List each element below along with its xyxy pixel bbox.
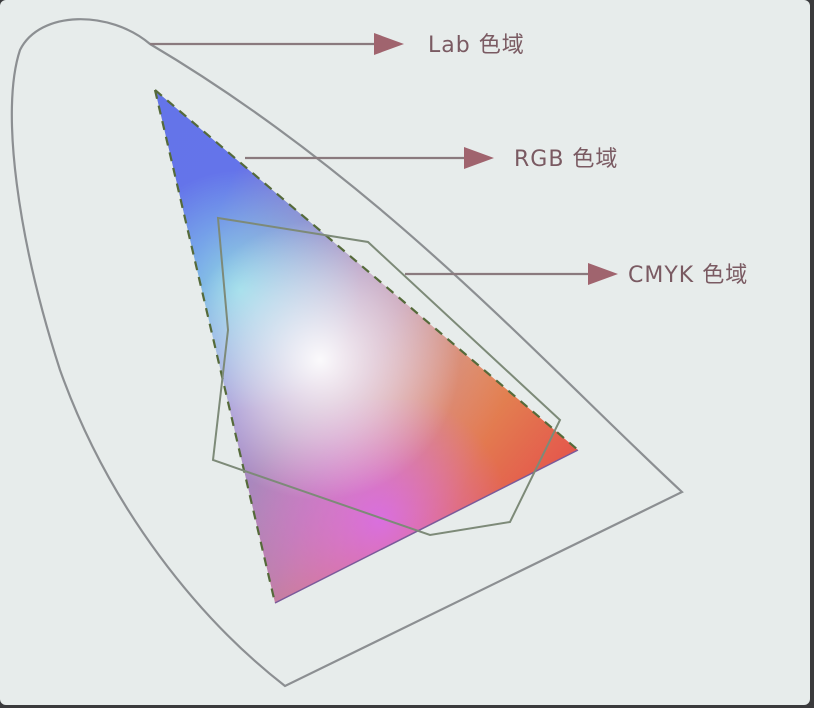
rgb-gamut-edge-left: [153, 89, 277, 604]
lab-gamut-outline: [10, 18, 684, 688]
arrow-right-icon: [588, 263, 618, 285]
arrow-right-icon: [374, 33, 404, 55]
rgb-gamut-edge-top: [154, 89, 579, 451]
rgb-gamut-edge-bottom: [274, 449, 579, 604]
lab-gamut-label: Lab 色域: [428, 33, 525, 58]
arrow-right-icon: [464, 147, 494, 169]
cmyk-gamut-outline: [211, 216, 562, 537]
rgb-gamut-label: RGB 色域: [514, 147, 618, 172]
cmyk-gamut-label: CMYK 色域: [628, 263, 748, 288]
